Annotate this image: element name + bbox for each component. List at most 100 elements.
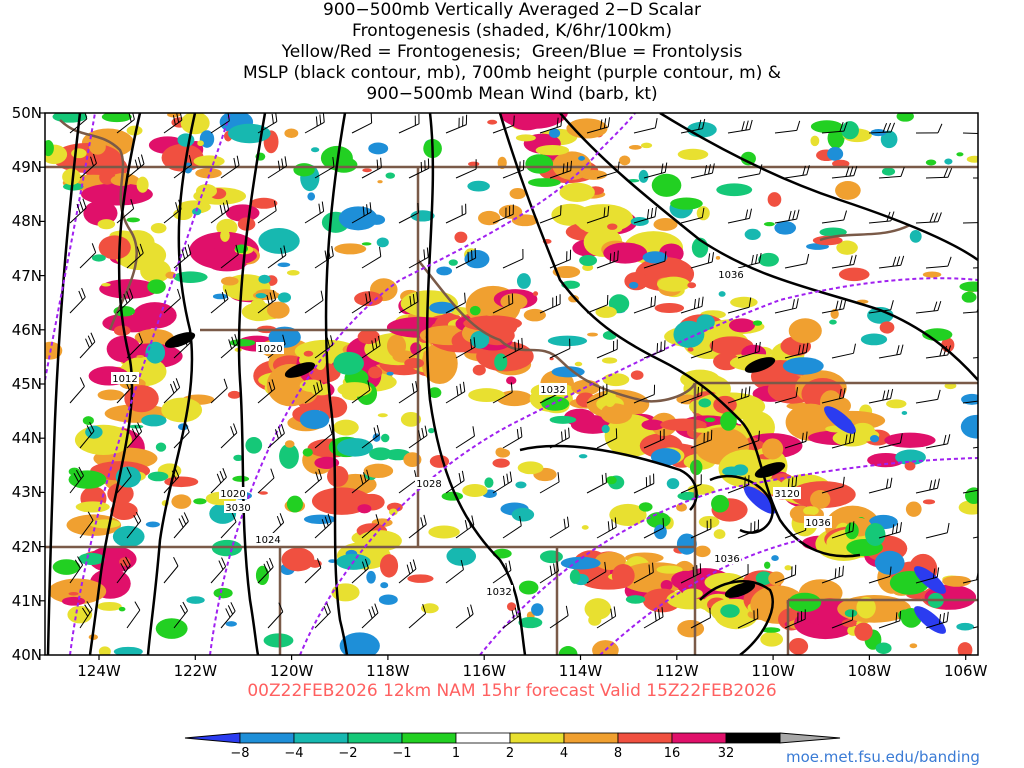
wind-barb xyxy=(539,116,563,134)
contour-label: 1032 xyxy=(540,385,565,396)
frontolysis-blob xyxy=(606,476,617,485)
frontolysis-blob xyxy=(227,123,271,144)
frontolysis-blob xyxy=(68,470,107,489)
frontogenesis-blob xyxy=(630,370,644,380)
frontolysis-blob xyxy=(212,293,228,300)
frontolysis-blob xyxy=(361,242,372,246)
frontolysis-blob xyxy=(827,146,844,161)
frontolysis-blob xyxy=(827,127,845,149)
frontogenesis-blob xyxy=(337,382,372,397)
frontolysis-blob xyxy=(874,550,905,575)
wind-barb xyxy=(79,243,97,269)
wind-barb xyxy=(351,291,371,314)
frontogenesis-blob xyxy=(966,155,978,163)
frontogenesis-blob xyxy=(509,187,526,200)
wind-barb xyxy=(314,424,333,449)
wind-barb xyxy=(680,207,705,224)
wind-barb xyxy=(220,602,236,629)
colorbar-label: 8 xyxy=(613,746,623,761)
frontogenesis-blob xyxy=(841,619,857,628)
frontogenesis-blob xyxy=(195,168,222,179)
frontogenesis-blob xyxy=(957,642,973,655)
wind-barb xyxy=(878,344,904,359)
wind-barb xyxy=(737,608,759,629)
wind-barb xyxy=(586,561,607,584)
wind-barb xyxy=(972,533,978,539)
frontogenesis-blob xyxy=(498,113,569,129)
wind-barb xyxy=(539,472,560,494)
wind-barb xyxy=(257,379,276,404)
frontogenesis-blob xyxy=(909,643,918,649)
frontolysis-blob xyxy=(698,398,712,408)
frontogenesis-blob xyxy=(140,259,171,283)
frontogenesis-blob xyxy=(171,494,192,509)
frontolysis-blob xyxy=(113,646,143,655)
frontogenesis-blob xyxy=(535,144,570,156)
frontolysis-blob xyxy=(511,507,535,522)
wind-barb xyxy=(502,605,522,629)
wind-barb xyxy=(398,202,419,224)
frontogenesis-blob xyxy=(101,282,111,287)
frontolysis-blob xyxy=(579,254,598,266)
frontogenesis-blob xyxy=(487,119,498,125)
frontogenesis-blob xyxy=(180,113,210,135)
wind-barb xyxy=(737,341,761,359)
colorbar-label: 4 xyxy=(559,746,569,761)
frontogenesis-blob xyxy=(321,398,326,402)
wind-barb xyxy=(210,557,227,584)
wind-barb xyxy=(868,300,894,314)
frontogenesis-blob xyxy=(728,318,756,333)
frontogenesis-blob xyxy=(334,243,367,255)
wind-barb xyxy=(549,249,572,269)
colorbar-label: −4 xyxy=(284,746,304,761)
frontolysis-blob xyxy=(446,546,477,566)
frontolysis-blob xyxy=(213,587,233,599)
wind-barb xyxy=(878,610,902,629)
wind-barb xyxy=(163,288,181,314)
frontogenesis-blob xyxy=(356,530,402,552)
wind-barb xyxy=(831,166,858,179)
wind-barb xyxy=(962,399,978,404)
frontolysis-blob xyxy=(518,580,539,595)
frontogenesis-blob xyxy=(207,257,247,272)
frontolysis-blob xyxy=(895,449,926,466)
frontolysis-blob xyxy=(376,237,389,248)
contour-label-bg xyxy=(539,383,567,395)
frontolysis-blob xyxy=(91,254,106,262)
frontogenesis-blob xyxy=(942,575,971,587)
wind-barb xyxy=(126,422,143,449)
frontogenesis-blob xyxy=(286,270,300,276)
wind-barb xyxy=(972,177,978,179)
mslp-contours xyxy=(46,113,978,655)
frontogenesis-blob xyxy=(119,557,131,567)
frontogenesis-blob xyxy=(136,354,145,358)
frontogenesis-blob xyxy=(677,619,705,638)
frontolysis-blob xyxy=(844,609,858,618)
frontolysis-blob xyxy=(45,139,54,157)
source-url[interactable]: moe.met.fsu.edu/banding xyxy=(786,748,980,766)
wind-barb xyxy=(831,254,857,269)
frontogenesis-blob xyxy=(258,491,268,495)
wind-barb xyxy=(868,122,896,134)
frontogenesis-blob xyxy=(812,235,843,246)
frontolysis-blob xyxy=(569,569,581,584)
frontogenesis-blob xyxy=(386,334,407,358)
strong-frontogenesis-core xyxy=(724,582,756,598)
frontogenesis-blob xyxy=(573,204,634,233)
frontolysis-blob xyxy=(255,565,269,586)
frontolysis-blob xyxy=(464,250,490,269)
wind-barb xyxy=(455,248,477,269)
wind-barb xyxy=(878,433,903,449)
wind-barb xyxy=(915,567,940,584)
wind-barb xyxy=(727,297,752,314)
frontogenesis-blob xyxy=(922,271,942,278)
wind-barb xyxy=(831,432,856,449)
map-ticks xyxy=(40,112,967,660)
frontolysis-blob xyxy=(740,151,756,166)
wind-barb xyxy=(173,422,190,449)
frontogenesis-blob xyxy=(601,357,618,364)
frontogenesis-blob xyxy=(420,603,439,614)
wind-barb xyxy=(455,604,474,629)
frontolysis-blob xyxy=(429,301,455,314)
wind-barb xyxy=(79,421,95,449)
